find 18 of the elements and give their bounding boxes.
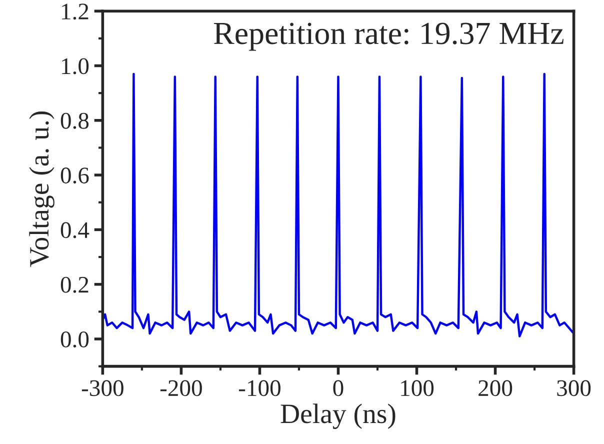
y-tick-label: 0.4 [60,222,90,238]
annotation: Repetition rate: 19.37 MHz [214,22,564,51]
y-axis-title: Voltage (a. u.) [29,111,54,267]
y-tick-label: 0.6 [60,168,89,184]
x-tick-label: 300 [557,380,591,396]
x-tick-label: 100 [401,380,434,396]
x-tick-label: -300 [82,380,124,396]
y-tick-label: 0.0 [60,331,89,348]
x-tick-label: 200 [478,380,512,396]
y-tick-label: 1.0 [62,58,89,74]
y-tick-label: 1.2 [62,4,88,20]
x-tick-label: 0 [333,380,344,396]
x-tick-label: -100 [238,380,280,396]
x-axis-title: Delay (ns) [280,404,396,429]
y-tick-label: 0.8 [60,112,89,129]
line-series [102,72,574,338]
y-tick-label: 0.2 [60,276,88,293]
x-tick-label: -200 [160,380,202,396]
